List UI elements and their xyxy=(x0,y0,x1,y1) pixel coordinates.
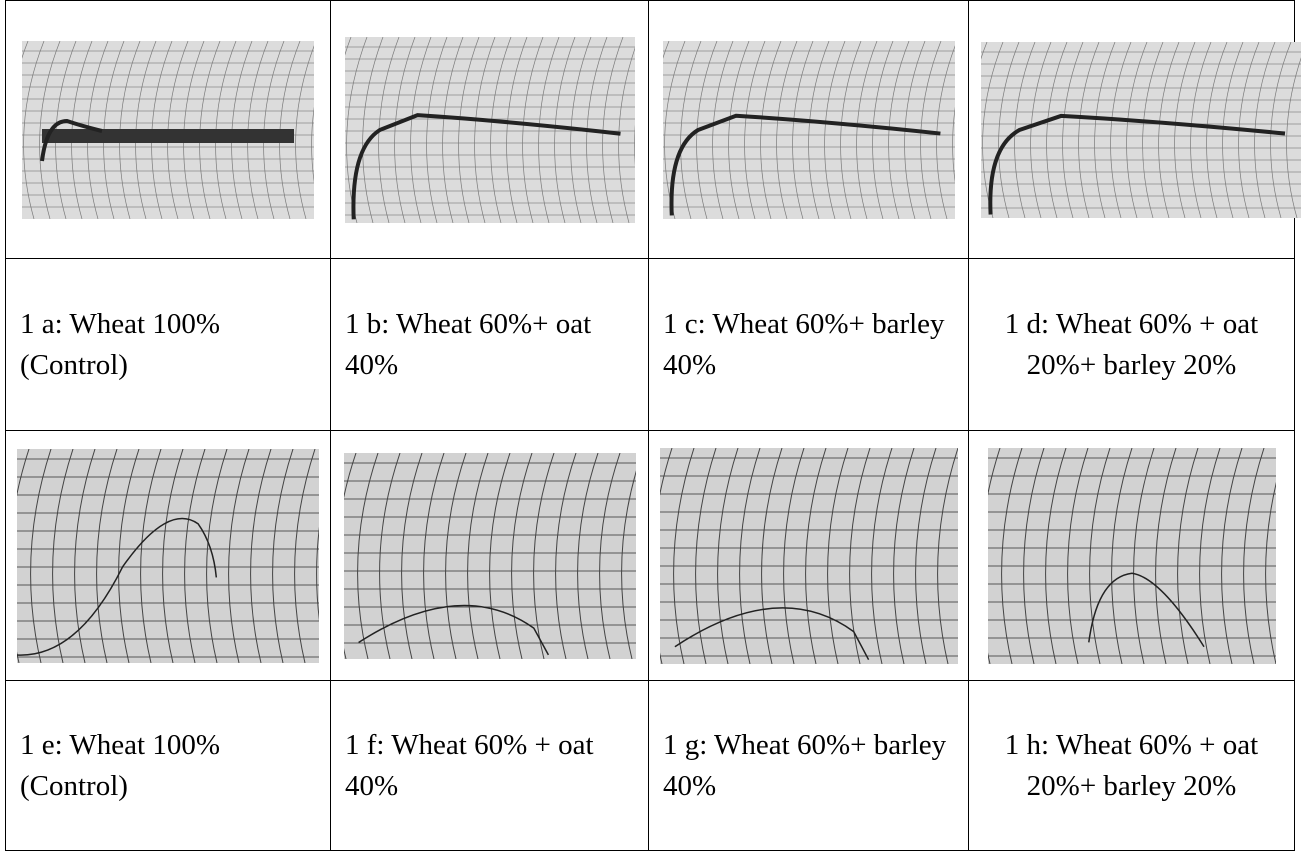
image-cell xyxy=(649,1,969,259)
farinogram-image xyxy=(17,449,319,663)
caption: 1 d: Wheat 60% + oat 20%+ barley 20% xyxy=(969,259,1295,431)
image-cell xyxy=(969,431,1295,681)
caption: 1 a: Wheat 100% (Control) xyxy=(6,259,331,431)
image-cell xyxy=(649,431,969,681)
image-cell xyxy=(969,1,1295,259)
image-cell xyxy=(331,1,649,259)
farinogram-image xyxy=(663,41,955,219)
paper xyxy=(17,449,319,663)
trace-band xyxy=(42,129,294,143)
image-cell xyxy=(6,1,331,259)
caption: 1 e: Wheat 100% (Control) xyxy=(6,681,331,851)
caption: 1 g: Wheat 60%+ barley 40% xyxy=(649,681,969,851)
farinogram-image xyxy=(981,42,1301,218)
paper xyxy=(660,448,958,664)
farinogram-image xyxy=(344,453,636,659)
caption: 1 c: Wheat 60%+ barley 40% xyxy=(649,259,969,431)
caption: 1 h: Wheat 60% + oat 20%+ barley 20% xyxy=(969,681,1295,851)
farinogram-image xyxy=(22,41,314,219)
image-row xyxy=(6,1,1295,259)
image-row xyxy=(6,431,1295,681)
farinogram-image xyxy=(988,448,1276,664)
figure-table: 1 a: Wheat 100% (Control) 1 b: Wheat 60%… xyxy=(5,0,1295,851)
caption-row: 1 a: Wheat 100% (Control) 1 b: Wheat 60%… xyxy=(6,259,1295,431)
caption: 1 f: Wheat 60% + oat 40% xyxy=(331,681,649,851)
farinogram-image xyxy=(345,37,635,223)
caption: 1 b: Wheat 60%+ oat 40% xyxy=(331,259,649,431)
image-cell xyxy=(331,431,649,681)
caption-row: 1 e: Wheat 100% (Control) 1 f: Wheat 60%… xyxy=(6,681,1295,851)
image-cell xyxy=(6,431,331,681)
farinogram-image xyxy=(660,448,958,664)
